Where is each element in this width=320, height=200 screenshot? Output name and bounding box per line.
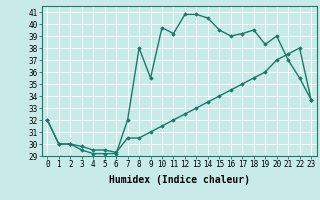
X-axis label: Humidex (Indice chaleur): Humidex (Indice chaleur) xyxy=(109,175,250,185)
